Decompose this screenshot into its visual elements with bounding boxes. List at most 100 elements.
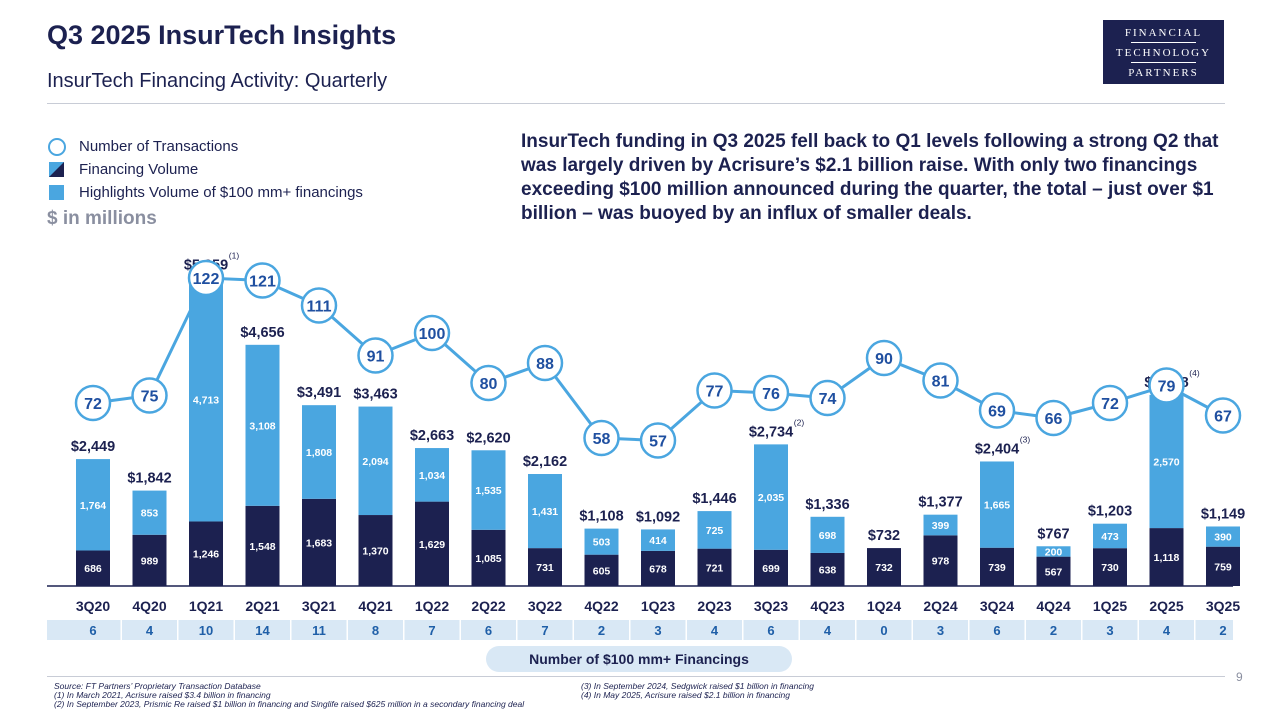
bar-highlights-3Q23: [754, 444, 788, 550]
bar-volume-3Q22: [528, 548, 562, 586]
label-highlights-3Q23: 2,035: [758, 492, 784, 504]
large-financings-count-4Q22: 2: [598, 623, 605, 638]
large-financings-count-2Q25: 4: [1163, 623, 1171, 638]
transactions-point-1Q22: [413, 314, 451, 352]
label-highlights-2Q21: 3,108: [249, 420, 275, 432]
bar-highlights-3Q25: [1206, 526, 1240, 547]
footnote-2: (2) In September 2023, Prismic Re raised…: [54, 699, 525, 709]
label-highlights-4Q22: 503: [593, 537, 611, 549]
bar-volume-4Q23: [810, 552, 845, 586]
label-volume-3Q20: 686: [84, 563, 102, 575]
bar-volume-2Q22: [471, 529, 506, 586]
transactions-label-3Q24: 69: [988, 404, 1006, 421]
large-financings-count-1Q23: 3: [654, 623, 661, 638]
transactions-point-3Q20: [74, 384, 112, 422]
transactions-point-4Q24: [1035, 399, 1072, 437]
label-volume-2Q21: 1,548: [249, 541, 275, 553]
transactions-label-3Q20: 72: [84, 396, 102, 413]
label-volume-1Q25: 730: [1101, 562, 1119, 574]
total-label-1Q23: $1,092: [636, 509, 680, 525]
label-highlights-2Q24: 399: [932, 520, 950, 532]
x-tick-3Q25: 3Q25: [1206, 598, 1240, 614]
label-highlights-1Q23: 414: [649, 535, 667, 547]
transactions-point-3Q25: [1204, 397, 1242, 434]
x-tick-4Q21: 4Q21: [358, 598, 392, 614]
large-financings-count-4Q24: 2: [1050, 623, 1057, 638]
large-financings-count-1Q24: 0: [880, 623, 887, 638]
label-volume-4Q24: 567: [1045, 566, 1063, 578]
label-volume-1Q24: 732: [875, 562, 893, 574]
x-tick-2Q21: 2Q21: [245, 598, 279, 614]
total-label-2Q24: $1,377: [918, 495, 962, 511]
x-tick-3Q20: 3Q20: [76, 598, 110, 614]
large-financings-count-2Q22: 6: [485, 623, 492, 638]
label-volume-2Q23: 721: [706, 562, 724, 574]
bar-highlights-2Q23: [697, 511, 732, 549]
label-highlights-1Q21: 4,713: [193, 394, 219, 406]
legend-label-highlights: Highlights Volume of $100 mm+ financings: [79, 184, 363, 201]
header-divider: [47, 103, 1225, 104]
logo-line-3: PARTNERS: [1128, 67, 1199, 79]
transactions-point-1Q25: [1091, 384, 1129, 422]
x-tick-3Q22: 3Q22: [528, 598, 562, 614]
bar-volume-2Q21: [245, 505, 280, 586]
bar-volume-4Q22: [584, 554, 619, 586]
bar-volume-1Q22: [415, 501, 449, 586]
headline-text: InsurTech funding in Q3 2025 fell back t…: [521, 131, 1219, 224]
label-volume-2Q24: 978: [932, 556, 950, 568]
transactions-point-2Q23: [696, 372, 733, 409]
label-highlights-4Q21: 2,094: [362, 456, 388, 468]
bar-highlights-1Q21: [189, 277, 223, 522]
total-note-3Q23: (2): [794, 417, 805, 427]
transactions-point-2Q24: [922, 362, 959, 399]
label-volume-2Q25: 1,118: [1154, 552, 1180, 564]
label-volume-3Q21: 1,683: [306, 537, 332, 549]
x-tick-3Q24: 3Q24: [980, 598, 1014, 614]
footnote-4: (4) In May 2025, Acrisure raised $2.1 bi…: [581, 690, 790, 700]
large-financings-count-3Q22: 7: [541, 623, 548, 638]
x-tick-2Q25: 2Q25: [1149, 598, 1183, 614]
legend-item-transactions: Number of Transactions: [47, 137, 363, 160]
circle-icon: [48, 138, 66, 156]
total-label-2Q23: $1,446: [692, 491, 736, 507]
footer-divider: [47, 676, 1225, 677]
bar-highlights-4Q23: [810, 516, 845, 553]
label-highlights-2Q23: 725: [706, 525, 724, 537]
logo-rule-1: [1131, 42, 1196, 43]
transactions-label-1Q24: 90: [875, 351, 893, 368]
footnote-source: Source: FT Partners’ Proprietary Transac…: [54, 681, 261, 691]
x-tick-3Q21: 3Q21: [302, 598, 336, 614]
x-tick-2Q22: 2Q22: [471, 598, 505, 614]
transactions-label-3Q23: 76: [762, 386, 780, 403]
total-label-3Q23: $2,734: [749, 424, 793, 440]
large-financings-count-1Q25: 3: [1106, 623, 1113, 638]
bar-volume-4Q24: [1036, 556, 1071, 586]
label-highlights-4Q20: 853: [141, 508, 159, 520]
label-highlights-3Q21: 1,808: [306, 447, 332, 459]
transactions-label-1Q23: 57: [649, 434, 667, 451]
large-financings-count-3Q23: 6: [767, 623, 774, 638]
bar-volume-3Q21: [302, 498, 336, 586]
x-tick-1Q24: 1Q24: [867, 598, 901, 614]
bar-highlights-3Q24: [980, 461, 1014, 548]
large-financings-count-4Q20: 4: [146, 623, 154, 638]
legend-item-volume: Financing Volume: [47, 160, 363, 183]
total-label-3Q25: $1,149: [1201, 506, 1245, 522]
label-volume-4Q23: 638: [819, 564, 837, 576]
logo-line-2: TECHNOLOGY: [1115, 47, 1212, 59]
page-title: Q3 2025 InsurTech Insights: [47, 20, 397, 50]
bar-volume-1Q21: [189, 521, 223, 586]
x-tick-2Q23: 2Q23: [697, 598, 731, 614]
transactions-point-3Q21: [300, 287, 338, 324]
total-label-3Q20: $2,449: [71, 439, 115, 455]
x-tick-1Q23: 1Q23: [641, 598, 675, 614]
transactions-label-3Q22: 88: [536, 356, 554, 373]
transactions-label-4Q24: 66: [1045, 411, 1063, 428]
transactions-point-4Q23: [809, 379, 846, 417]
label-highlights-1Q22: 1,034: [419, 470, 445, 482]
bar-volume-3Q25: [1206, 546, 1240, 586]
total-label-3Q22: $2,162: [523, 454, 567, 470]
label-highlights-2Q22: 1,535: [475, 485, 501, 497]
total-label-3Q24: $2,404: [975, 441, 1019, 457]
bar-volume-3Q23: [754, 549, 788, 586]
